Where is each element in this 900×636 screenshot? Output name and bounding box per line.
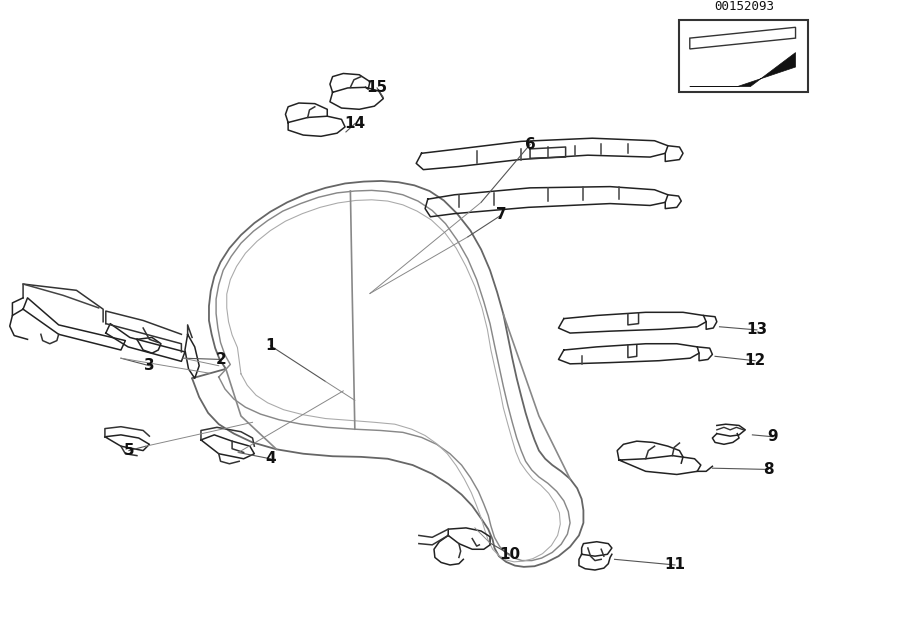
Text: 5: 5: [123, 443, 134, 458]
Text: 12: 12: [744, 353, 766, 368]
Text: 7: 7: [496, 207, 507, 223]
Text: 6: 6: [525, 137, 535, 152]
Text: 8: 8: [763, 462, 774, 477]
Text: 13: 13: [746, 322, 768, 338]
Text: 9: 9: [768, 429, 778, 445]
Text: 1: 1: [266, 338, 275, 353]
Text: 11: 11: [664, 558, 686, 572]
Polygon shape: [689, 53, 796, 86]
Text: 2: 2: [216, 352, 227, 367]
Bar: [680, 20, 808, 92]
Text: 14: 14: [345, 116, 365, 131]
Polygon shape: [689, 27, 796, 49]
Text: 3: 3: [144, 358, 155, 373]
Text: 00152093: 00152093: [714, 0, 774, 13]
Text: 4: 4: [265, 452, 275, 466]
Text: 15: 15: [366, 80, 388, 95]
Text: 10: 10: [499, 547, 520, 562]
